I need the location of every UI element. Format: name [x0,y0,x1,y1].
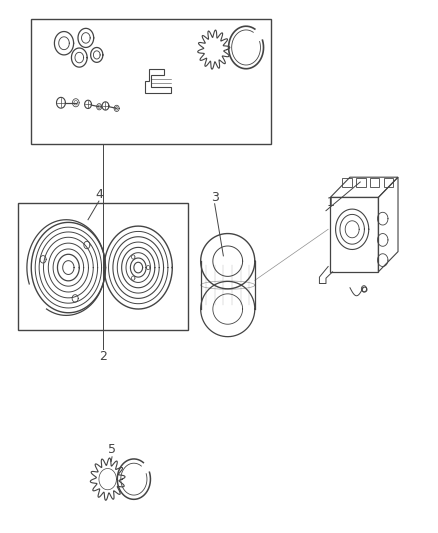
Bar [18,203,188,330]
Bar [370,177,379,187]
Text: 1: 1 [326,196,334,209]
Text: 5: 5 [108,443,116,456]
Bar [330,197,378,272]
Text: 4: 4 [95,188,103,201]
Bar [356,177,366,187]
Bar [384,177,393,187]
Bar [343,177,352,187]
Text: 3: 3 [211,191,219,204]
Bar [31,19,272,144]
Text: 2: 2 [99,350,107,364]
